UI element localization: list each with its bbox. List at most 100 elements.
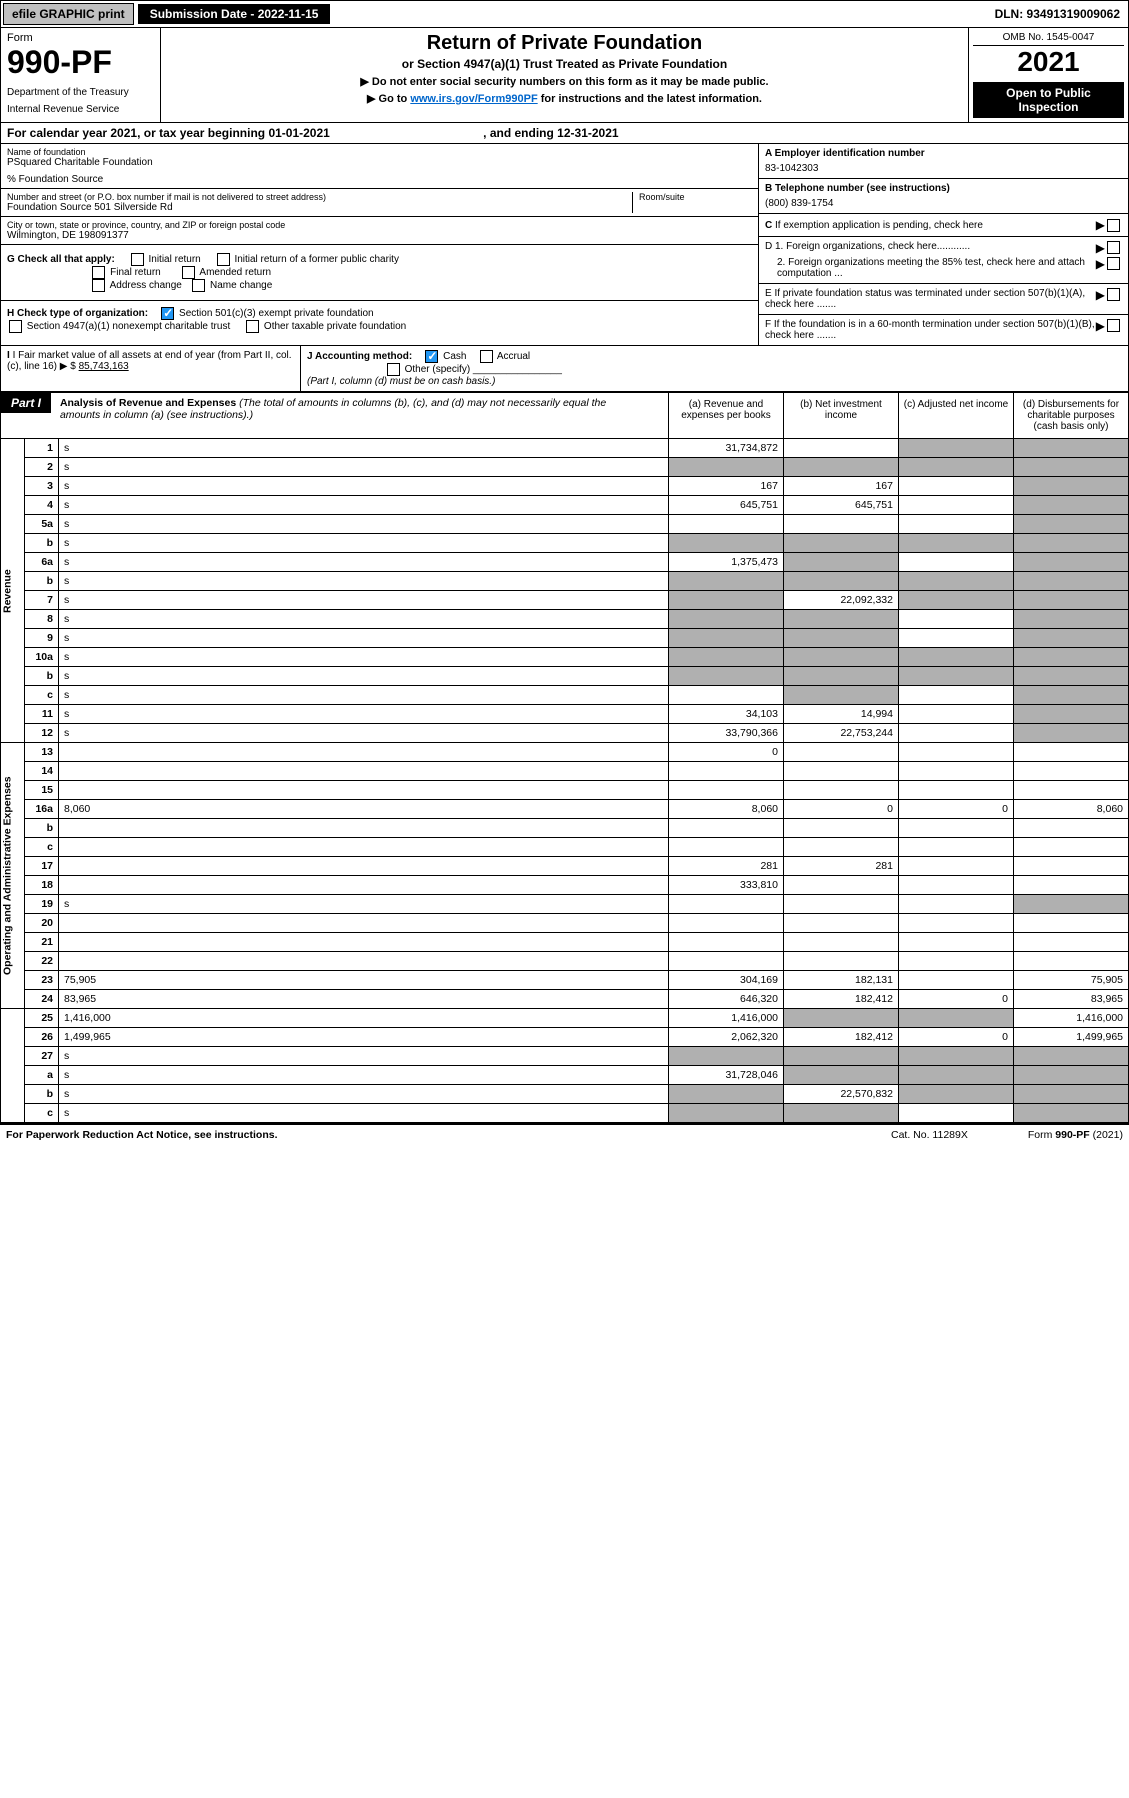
table-row: 22: [1, 952, 1129, 971]
value-col-b: 22,570,832: [784, 1085, 899, 1104]
value-col-d: [1014, 496, 1129, 515]
d2-label: 2. Foreign organizations meeting the 85%…: [765, 257, 1096, 279]
value-col-a: 333,810: [669, 876, 784, 895]
value-col-b: 22,092,332: [784, 591, 899, 610]
c-checkbox[interactable]: [1107, 219, 1120, 232]
value-col-d: [1014, 534, 1129, 553]
value-col-c: [899, 686, 1014, 705]
value-col-a: 2,062,320: [669, 1028, 784, 1047]
line-number: 21: [25, 933, 59, 952]
value-col-c: [899, 705, 1014, 724]
d2-checkbox[interactable]: [1107, 257, 1120, 270]
value-col-d: 75,905: [1014, 971, 1129, 990]
value-col-a: [669, 667, 784, 686]
line-description: s: [59, 1104, 669, 1123]
col-d-header: (d) Disbursements for charitable purpose…: [1014, 393, 1129, 439]
value-col-c: [899, 496, 1014, 515]
d1-checkbox[interactable]: [1107, 241, 1120, 254]
value-col-d: [1014, 572, 1129, 591]
value-col-b: 645,751: [784, 496, 899, 515]
value-col-c: [899, 743, 1014, 762]
4947-checkbox[interactable]: [9, 320, 22, 333]
value-col-c: [899, 534, 1014, 553]
value-col-d: [1014, 781, 1129, 800]
value-col-c: [899, 458, 1014, 477]
line-description: 1,499,965: [59, 1028, 669, 1047]
line-number: 24: [25, 990, 59, 1009]
value-col-b: [784, 876, 899, 895]
initial-former-checkbox[interactable]: [217, 253, 230, 266]
value-col-a: [669, 629, 784, 648]
amended-return-checkbox[interactable]: [182, 266, 195, 279]
value-col-a: 8,060: [669, 800, 784, 819]
cash-checkbox[interactable]: [425, 350, 438, 363]
col-b-header: (b) Net investment income: [784, 393, 899, 439]
line-number: 19: [25, 895, 59, 914]
line-description: [59, 743, 669, 762]
line-number: a: [25, 1066, 59, 1085]
table-row: 8s: [1, 610, 1129, 629]
line-description: [59, 857, 669, 876]
value-col-d: [1014, 553, 1129, 572]
line-description: s: [59, 515, 669, 534]
value-col-d: [1014, 1085, 1129, 1104]
value-col-d: [1014, 724, 1129, 743]
initial-return-checkbox[interactable]: [131, 253, 144, 266]
value-col-a: [669, 610, 784, 629]
value-col-c: [899, 838, 1014, 857]
tail-section: [1, 1009, 25, 1123]
value-col-b: [784, 819, 899, 838]
value-col-d: 83,965: [1014, 990, 1129, 1009]
line-number: 23: [25, 971, 59, 990]
value-col-b: [784, 762, 899, 781]
value-col-d: [1014, 686, 1129, 705]
value-col-b: 182,412: [784, 990, 899, 1009]
name-change-checkbox[interactable]: [192, 279, 205, 292]
table-row: 4s645,751645,751: [1, 496, 1129, 515]
value-col-a: 1,416,000: [669, 1009, 784, 1028]
value-col-d: [1014, 857, 1129, 876]
value-col-c: [899, 952, 1014, 971]
final-return-checkbox[interactable]: [92, 266, 105, 279]
table-row: 21: [1, 933, 1129, 952]
part1-title: Analysis of Revenue and Expenses: [60, 397, 236, 409]
paperwork-notice: For Paperwork Reduction Act Notice, see …: [6, 1129, 278, 1141]
phone-label: B Telephone number (see instructions): [765, 183, 950, 194]
e-label: E If private foundation status was termi…: [765, 288, 1096, 310]
value-col-a: [669, 686, 784, 705]
value-col-c: [899, 610, 1014, 629]
501c3-checkbox[interactable]: [161, 307, 174, 320]
line-number: 10a: [25, 648, 59, 667]
revenue-section-label: Revenue: [1, 439, 25, 743]
value-col-b: [784, 610, 899, 629]
irs-link[interactable]: www.irs.gov/Form990PF: [410, 93, 537, 105]
value-col-a: [669, 515, 784, 534]
line-number: b: [25, 534, 59, 553]
table-row: 2483,965646,320182,412083,965: [1, 990, 1129, 1009]
value-col-b: [784, 439, 899, 458]
f-checkbox[interactable]: [1107, 319, 1120, 332]
instruction-1: ▶ Do not enter social security numbers o…: [165, 75, 964, 88]
e-checkbox[interactable]: [1107, 288, 1120, 301]
value-col-b: [784, 458, 899, 477]
line-description: s: [59, 534, 669, 553]
other-taxable-checkbox[interactable]: [246, 320, 259, 333]
table-row: 19s: [1, 895, 1129, 914]
line-number: 15: [25, 781, 59, 800]
accrual-checkbox[interactable]: [480, 350, 493, 363]
value-col-b: 0: [784, 800, 899, 819]
i-label: I Fair market value of all assets at end…: [7, 350, 292, 372]
name-label: Name of foundation: [7, 147, 752, 157]
efile-print-button[interactable]: efile GRAPHIC print: [3, 3, 134, 25]
value-col-d: [1014, 762, 1129, 781]
line-description: 75,905: [59, 971, 669, 990]
line-number: 4: [25, 496, 59, 515]
value-col-c: [899, 553, 1014, 572]
value-col-d: 1,499,965: [1014, 1028, 1129, 1047]
line-description: s: [59, 553, 669, 572]
address-change-checkbox[interactable]: [92, 279, 105, 292]
table-row: 16a8,0608,060008,060: [1, 800, 1129, 819]
line-number: 3: [25, 477, 59, 496]
foundation-name: PSquared Charitable Foundation: [7, 157, 752, 168]
other-method-checkbox[interactable]: [387, 363, 400, 376]
